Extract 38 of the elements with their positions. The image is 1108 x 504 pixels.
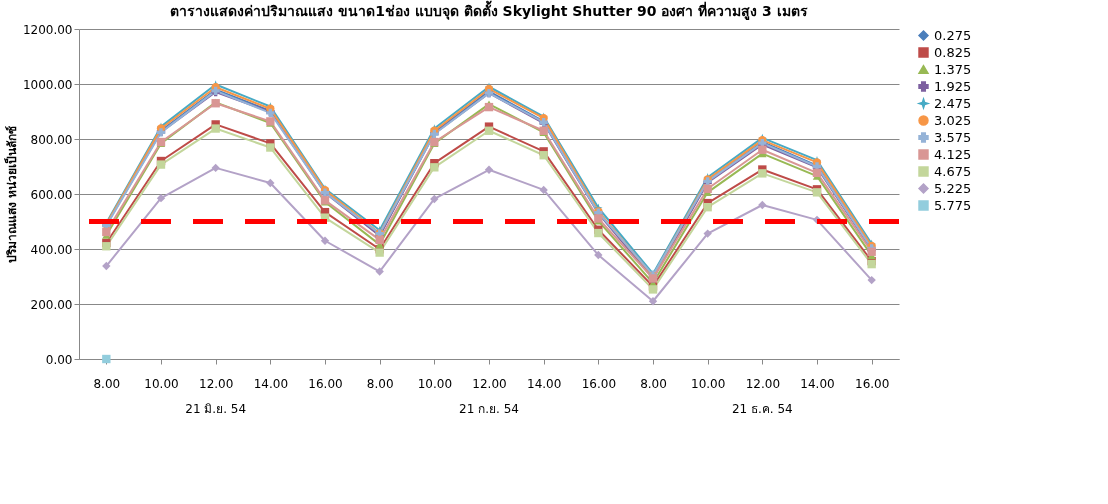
x-tick-label: 16.00 (854, 376, 890, 391)
y-axis-title: ปริมาณแสง หน่วยเป็นลักซ์ (3, 125, 19, 264)
x-tick-label: 8.00 (640, 376, 667, 391)
legend-label: 3.025 (934, 112, 972, 128)
legend-label: 3.575 (934, 129, 972, 145)
x-tick-label: 8.00 (366, 376, 394, 391)
x-tick-label: 10.00 (144, 376, 179, 391)
legend-label: 0.275 (934, 27, 972, 43)
x-tick-label: 10.00 (417, 376, 453, 391)
x-tick-label: 12.00 (472, 376, 507, 391)
legend-label: 5.775 (934, 197, 972, 213)
legend-label: 1.375 (934, 61, 972, 77)
x-tick-label: 14.00 (526, 376, 562, 391)
legend-label: 5.225 (934, 180, 972, 196)
x-tick-label: 16.00 (308, 376, 343, 391)
x-tick-label: 10.00 (690, 376, 726, 391)
x-tick-label: 14.00 (253, 376, 289, 391)
legend-label: 0.825 (934, 44, 972, 60)
y-tick-label: 0.00 (45, 352, 73, 367)
x-tick-label: 8.00 (93, 376, 121, 391)
legend-label: 2.475 (934, 95, 972, 111)
y-tick-label: 600.00 (30, 187, 73, 202)
legend-label: 1.925 (934, 78, 972, 94)
y-tick-label: 200.00 (30, 297, 73, 312)
x-tick-label: 16.00 (581, 376, 617, 391)
x-tick-label: 14.00 (800, 376, 835, 391)
chart-title: ตารางแสดงค่าปริมาณแสง ขนาด1ช่อง แบบจุด ติดตั้ง Skylight Shutter 90 องศา ที่ความสูง 3 เมตร (170, 0, 808, 20)
text: 21 มิ.ย. 54 (185, 402, 247, 416)
legend-label: 4.125 (934, 146, 972, 162)
x-tick-label: 12.00 (198, 376, 234, 391)
y-tick-label: 400.00 (30, 242, 73, 257)
y-tick-label: 1200.00 (22, 22, 73, 37)
text: 21 ธ.ค. 54 (731, 402, 793, 416)
text: 21 ก.ย. 54 (459, 402, 519, 416)
y-tick-label: 800.00 (30, 132, 73, 147)
x-tick-label: 12.00 (745, 376, 781, 391)
y-tick-label: 1000.00 (22, 77, 73, 92)
legend-label: 4.675 (934, 163, 972, 179)
